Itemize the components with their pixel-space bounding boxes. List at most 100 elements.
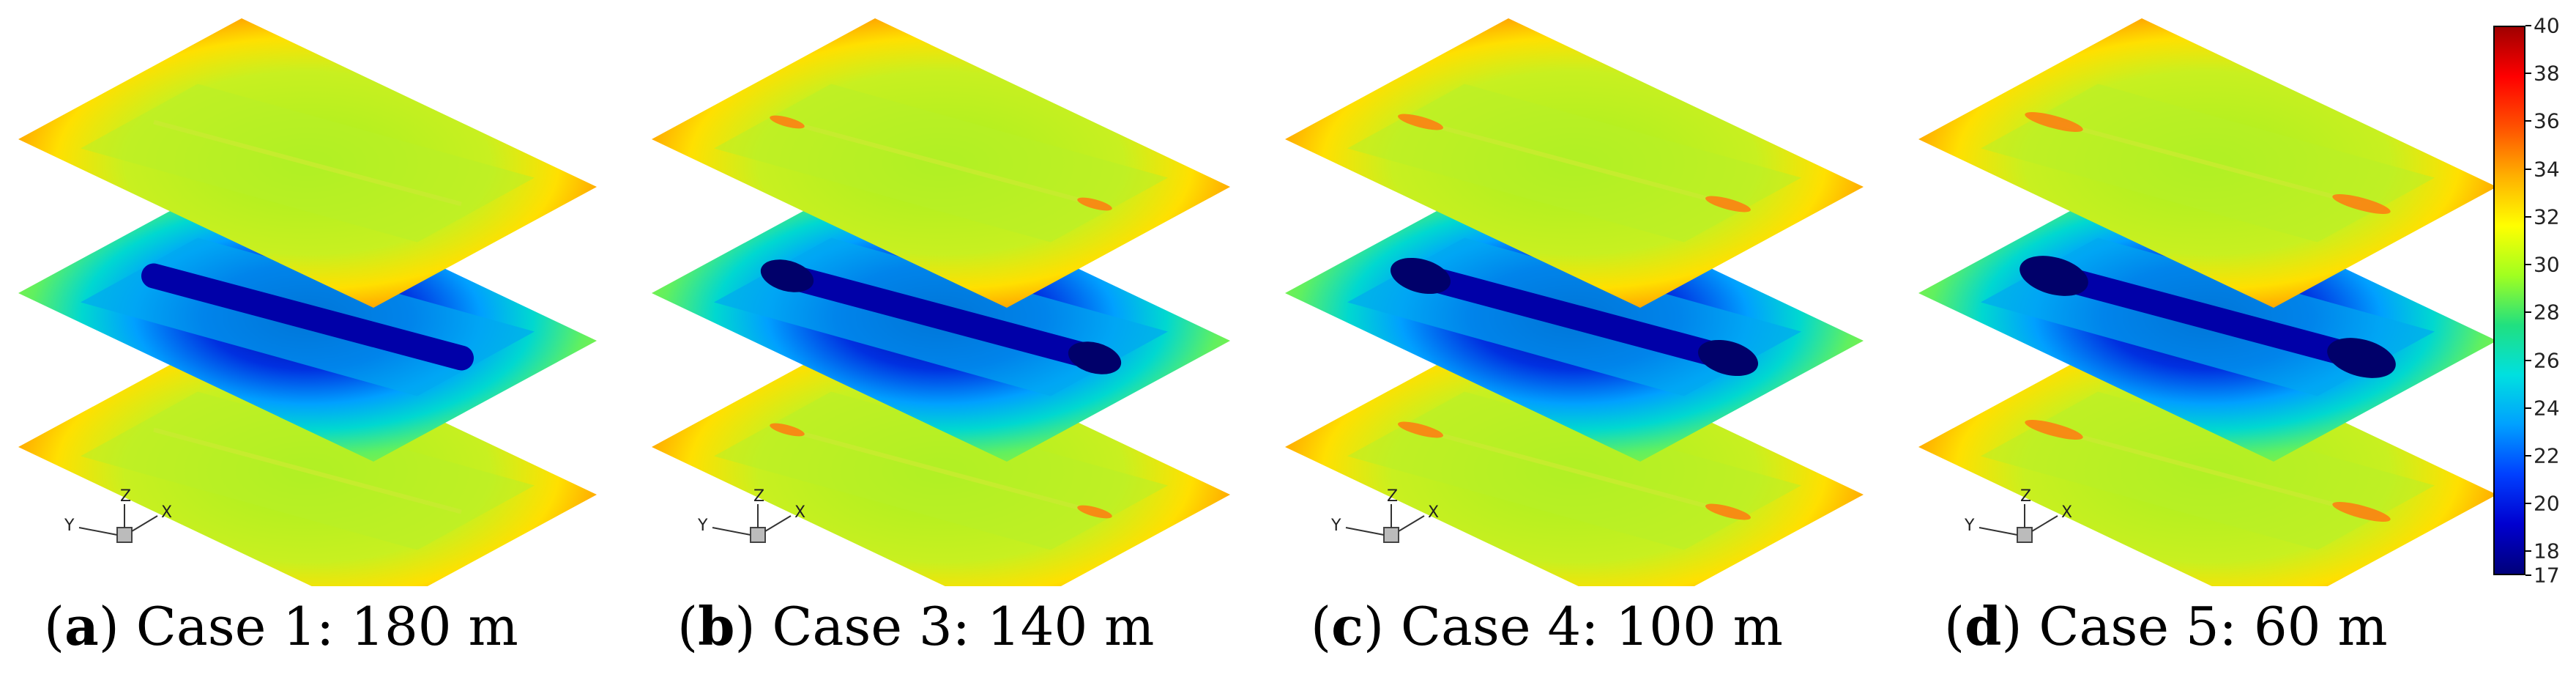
warm-pocket bbox=[2025, 420, 2083, 440]
colorbar-tick-label: 36 bbox=[2534, 108, 2560, 133]
cold-pocket bbox=[1391, 257, 1451, 295]
warm-pocket bbox=[1398, 114, 1443, 130]
trench-line bbox=[1420, 119, 1729, 207]
cold-pocket bbox=[1698, 339, 1758, 377]
panel-caption: (a) Case 1: 180 m bbox=[44, 595, 518, 657]
warm-pocket bbox=[770, 423, 805, 437]
cold-pocket bbox=[1068, 341, 1122, 374]
contour-plot: Z Y X bbox=[18, 18, 597, 586]
axis-y-label: Y bbox=[1330, 517, 1341, 535]
caption-text: ) Case 1: 180 m bbox=[98, 596, 518, 657]
trench-line bbox=[1420, 427, 1729, 514]
axes-cube-icon bbox=[116, 527, 133, 543]
colorbar-tick-mark bbox=[2525, 574, 2531, 576]
axis-x-line bbox=[2031, 515, 2058, 532]
warm-pocket bbox=[2332, 194, 2391, 214]
colorbar bbox=[2493, 26, 2525, 575]
caption-letter: c bbox=[1331, 595, 1363, 657]
warm-pocket bbox=[1077, 197, 1112, 211]
colorbar-tick-mark bbox=[2525, 215, 2531, 218]
axis-y-label: Y bbox=[1964, 517, 1975, 535]
contour-plot: Z Y X bbox=[652, 18, 1230, 586]
contour-plot: Z Y X bbox=[1285, 18, 1864, 586]
colorbar-tick-label: 18 bbox=[2534, 539, 2560, 563]
axis-y-line bbox=[1345, 527, 1385, 536]
caption-paren: ( bbox=[1311, 596, 1332, 657]
caption-text: ) Case 4: 100 m bbox=[1363, 596, 1783, 657]
caption-paren: ( bbox=[677, 596, 699, 657]
contour-plot: Z Y X bbox=[1918, 18, 2497, 586]
colorbar-tick-label: 20 bbox=[2534, 491, 2560, 516]
axis-z-label: Z bbox=[2020, 487, 2031, 506]
trench-line bbox=[153, 427, 462, 514]
axis-y-line bbox=[78, 527, 118, 536]
warm-pocket bbox=[1705, 503, 1751, 520]
axis-x-label: X bbox=[161, 503, 172, 522]
caption-letter: a bbox=[64, 595, 99, 657]
colorbar-tick-mark bbox=[2525, 120, 2531, 122]
cold-pocket bbox=[2327, 338, 2396, 378]
colorbar-tick-label: 30 bbox=[2534, 252, 2560, 277]
colorbar-tick-mark bbox=[2525, 407, 2531, 409]
trench-line bbox=[153, 119, 462, 207]
panel-d: Z Y X (d) Case 5: 60 m bbox=[1915, 0, 2545, 680]
axis-x-label: X bbox=[794, 503, 805, 522]
caption-paren: ( bbox=[1944, 596, 1965, 657]
panel-caption: (c) Case 4: 100 m bbox=[1311, 595, 1783, 657]
colorbar-tick-mark bbox=[2525, 168, 2531, 170]
panel-c: Z Y X (c) Case 4: 100 m bbox=[1281, 0, 1911, 680]
colorbar-tick-label: 34 bbox=[2534, 157, 2560, 182]
axis-y-line bbox=[1978, 527, 2018, 536]
warm-pocket bbox=[1077, 505, 1112, 519]
panel-caption: (d) Case 5: 60 m bbox=[1944, 595, 2388, 657]
axis-y-label: Y bbox=[64, 517, 75, 535]
axis-x-label: X bbox=[1428, 503, 1439, 522]
cold-trench bbox=[141, 263, 474, 371]
caption-text: ) Case 3: 140 m bbox=[734, 596, 1155, 657]
colorbar-tick-label: 22 bbox=[2534, 443, 2560, 468]
axis-y-label: Y bbox=[697, 517, 708, 535]
colorbar-tick-mark bbox=[2525, 311, 2531, 314]
axes-cube-icon bbox=[750, 527, 766, 543]
cold-trench bbox=[2041, 263, 2374, 371]
axis-x-line bbox=[131, 515, 158, 532]
axis-x-line bbox=[1398, 515, 1425, 532]
colorbar-tick-label: 40 bbox=[2534, 13, 2560, 38]
warm-pocket bbox=[2332, 502, 2391, 522]
warm-pocket bbox=[1398, 421, 1443, 438]
colorbar-tick-mark bbox=[2525, 503, 2531, 505]
trench-line bbox=[2053, 427, 2362, 514]
trench-line bbox=[2053, 119, 2362, 207]
caption-letter: b bbox=[698, 595, 735, 657]
warm-pocket bbox=[1705, 196, 1751, 212]
cold-trench bbox=[1408, 263, 1741, 371]
cold-trench bbox=[775, 263, 1107, 371]
warm-pocket bbox=[2025, 112, 2083, 132]
colorbar-tick-label: 28 bbox=[2534, 300, 2560, 325]
colorbar-tick-label: 17 bbox=[2534, 563, 2560, 588]
axis-z-label: Z bbox=[120, 487, 131, 506]
colorbar-tick-mark bbox=[2525, 454, 2531, 457]
colorbar-tick-mark bbox=[2525, 25, 2531, 26]
colorbar-tick-mark bbox=[2525, 264, 2531, 266]
colorbar-tick-label: 26 bbox=[2534, 348, 2560, 373]
axis-z-label: Z bbox=[753, 487, 764, 506]
colorbar-tick-mark bbox=[2525, 359, 2531, 361]
axis-z-label: Z bbox=[1387, 487, 1398, 506]
axis-y-line bbox=[712, 527, 751, 536]
colorbar-tick-label: 32 bbox=[2534, 204, 2560, 229]
panel-a: Z Y X (a) Case 1: 180 m bbox=[15, 0, 644, 680]
colorbar-tick-mark bbox=[2525, 73, 2531, 75]
colorbar-tick-label: 38 bbox=[2534, 61, 2560, 86]
axis-x-line bbox=[764, 515, 792, 532]
caption-text: ) Case 5: 60 m bbox=[2001, 596, 2388, 657]
caption-paren: ( bbox=[44, 596, 65, 657]
caption-letter: d bbox=[1965, 595, 2002, 657]
warm-pocket bbox=[770, 115, 805, 129]
cold-pocket bbox=[2020, 256, 2088, 296]
axes-cube-icon bbox=[2017, 527, 2033, 543]
trench-line bbox=[786, 119, 1095, 207]
trench-line bbox=[786, 427, 1095, 514]
colorbar-tick-mark bbox=[2525, 550, 2531, 552]
